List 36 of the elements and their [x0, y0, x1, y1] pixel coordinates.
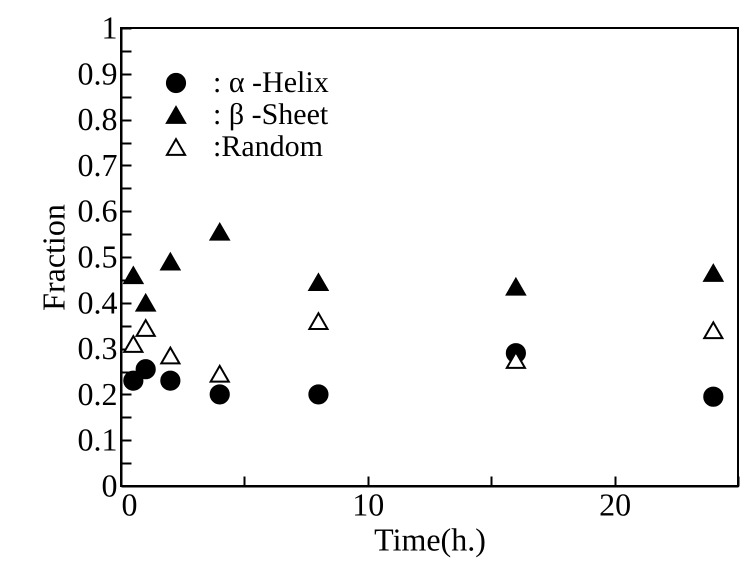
y-tick-label: 0.1 [78, 422, 118, 458]
point [506, 278, 526, 296]
legend-label: :Random [213, 130, 323, 163]
point [308, 273, 329, 292]
y-tick-label: 0.8 [78, 101, 118, 138]
point [136, 359, 156, 380]
x-tick-label: 10 [352, 486, 384, 522]
point [160, 252, 180, 270]
point [123, 266, 144, 284]
point [703, 264, 724, 282]
y-tick-label: 0.2 [78, 376, 118, 412]
y-axis-title: Fraction [36, 204, 72, 311]
y-tick-label: 0.4 [78, 284, 118, 320]
x-tick-label: 20 [599, 486, 632, 522]
y-tick-label: 1 [102, 10, 118, 46]
y-tick-label: 0.3 [78, 330, 118, 366]
x-axis-title: Time(h.) [374, 522, 486, 558]
point [123, 335, 144, 353]
point [308, 384, 329, 404]
legend-label: : β -Sheet [213, 98, 329, 131]
point [136, 294, 156, 312]
y-tick-label: 0.5 [78, 238, 118, 274]
point [210, 364, 230, 383]
point [136, 319, 156, 337]
point [210, 222, 230, 241]
point [123, 370, 144, 391]
y-tick-label: 0.7 [78, 146, 118, 183]
point [210, 384, 230, 404]
point [703, 386, 724, 407]
point [703, 321, 724, 340]
y-tick-label: 0.9 [78, 55, 118, 92]
point [308, 312, 329, 330]
y-tick-label: 0.6 [78, 192, 118, 229]
point [160, 370, 180, 391]
legend-label: : α -Helix [213, 66, 329, 99]
point [160, 346, 180, 364]
